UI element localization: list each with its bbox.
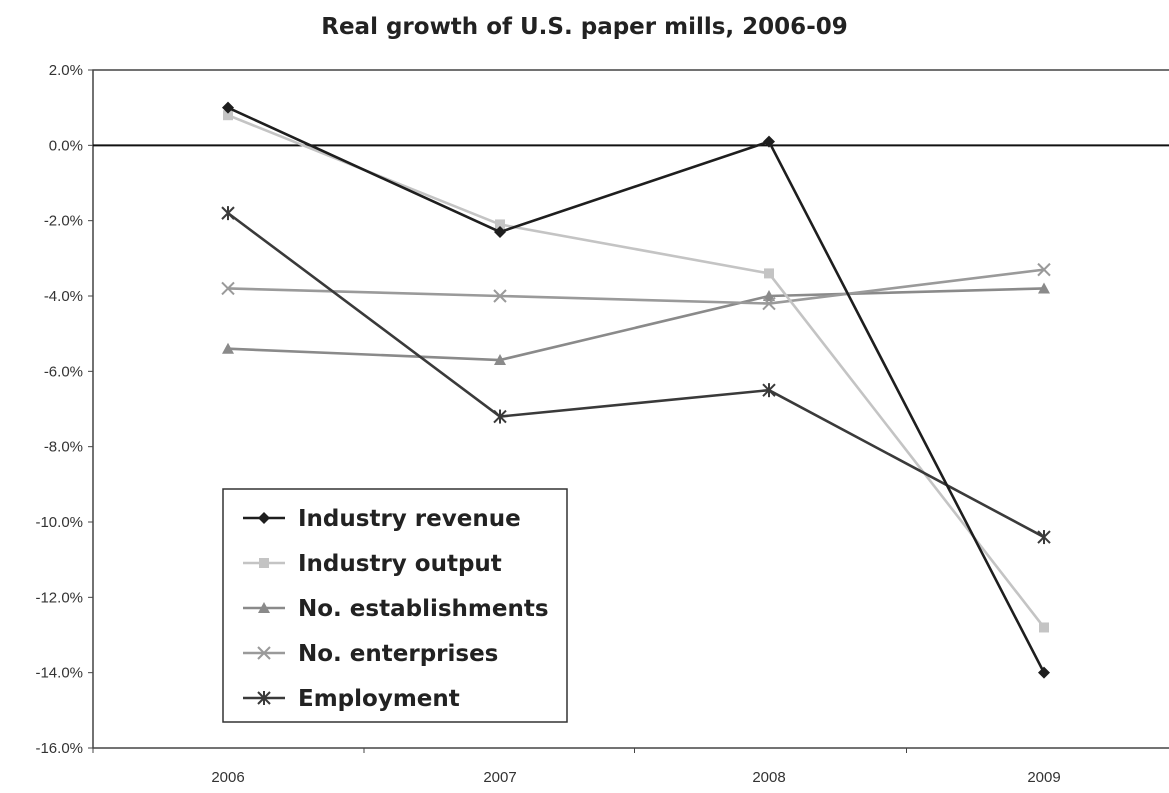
- marker-x: [762, 296, 776, 311]
- marker-x-stroke: [1037, 262, 1051, 277]
- legend: Industry revenue Industry output No. estab…: [222, 488, 568, 723]
- legend-label: No. establishments: [298, 596, 549, 622]
- series-line: [227, 268, 1045, 305]
- series-group: [221, 101, 1051, 679]
- legend-box: [222, 488, 568, 723]
- y-tick-label: -8.0%: [44, 439, 83, 456]
- marker-square: [764, 268, 774, 279]
- plot-frame: [92, 69, 1169, 749]
- series-line: [227, 212, 1045, 539]
- marker-x: [257, 646, 271, 660]
- y-tick-label: -2.0%: [44, 213, 83, 230]
- y-tick-label: 0.0%: [49, 137, 83, 154]
- legend-label: Industry output: [298, 551, 502, 577]
- axes: 2.0% 0.0% -2.0% -4.0% -6.0% -8.0% -10.0% -12.0%…: [35, 62, 1169, 786]
- marker-x-stroke: [221, 281, 235, 296]
- marker-x: [493, 289, 507, 303]
- marker-star: [221, 206, 235, 221]
- y-tick-label: 2.0%: [49, 62, 83, 79]
- series-line: [227, 287, 1045, 362]
- marker-triangle: [222, 342, 234, 354]
- marker-diamond: [763, 135, 775, 148]
- marker-triangle: [258, 602, 270, 613]
- series-employment: [221, 206, 1051, 545]
- legend-label: No. enterprises: [298, 641, 498, 667]
- marker-star: [1037, 530, 1051, 545]
- y-tick-label: -6.0%: [44, 363, 83, 380]
- marker-x-stroke: [762, 296, 776, 311]
- marker-triangle: [763, 290, 775, 301]
- y-tick-label: -10.0%: [35, 514, 83, 531]
- legend-label: Employment: [298, 686, 460, 712]
- series-no-enterprises: [221, 262, 1051, 311]
- marker-diamond: [222, 101, 234, 114]
- marker-x: [221, 281, 235, 296]
- marker-diamond: [258, 512, 270, 524]
- x-tick-label: 2009: [1027, 769, 1060, 786]
- marker-diamond: [1038, 666, 1050, 679]
- marker-x-stroke: [257, 646, 271, 660]
- marker-triangle: [1038, 282, 1050, 294]
- marker-diamond: [494, 225, 506, 238]
- marker-star: [762, 383, 776, 398]
- chart-title: Real growth of U.S. paper mills, 2006-09: [321, 14, 848, 40]
- y-tick-label: -4.0%: [44, 288, 83, 305]
- marker-square: [495, 219, 505, 230]
- marker-star: [493, 409, 507, 424]
- marker-x-stroke: [493, 289, 507, 303]
- y-tick-label: -12.0%: [35, 589, 83, 606]
- marker-star: [257, 691, 271, 705]
- x-tick-label: 2007: [483, 769, 516, 786]
- marker-triangle: [494, 354, 506, 366]
- series-line: [227, 106, 1046, 674]
- y-tick-label: -14.0%: [35, 665, 83, 682]
- series-industry-revenue: [222, 101, 1050, 679]
- marker-x: [1037, 262, 1051, 277]
- marker-square: [259, 558, 269, 568]
- marker-square: [223, 110, 233, 121]
- series-no-establishments: [222, 282, 1050, 366]
- marker-square: [1039, 622, 1049, 633]
- legend-label: Industry revenue: [298, 506, 521, 532]
- y-tick-label: -16.0%: [35, 740, 83, 757]
- x-tick-label: 2008: [752, 769, 785, 786]
- x-tick-label: 2006: [211, 769, 244, 786]
